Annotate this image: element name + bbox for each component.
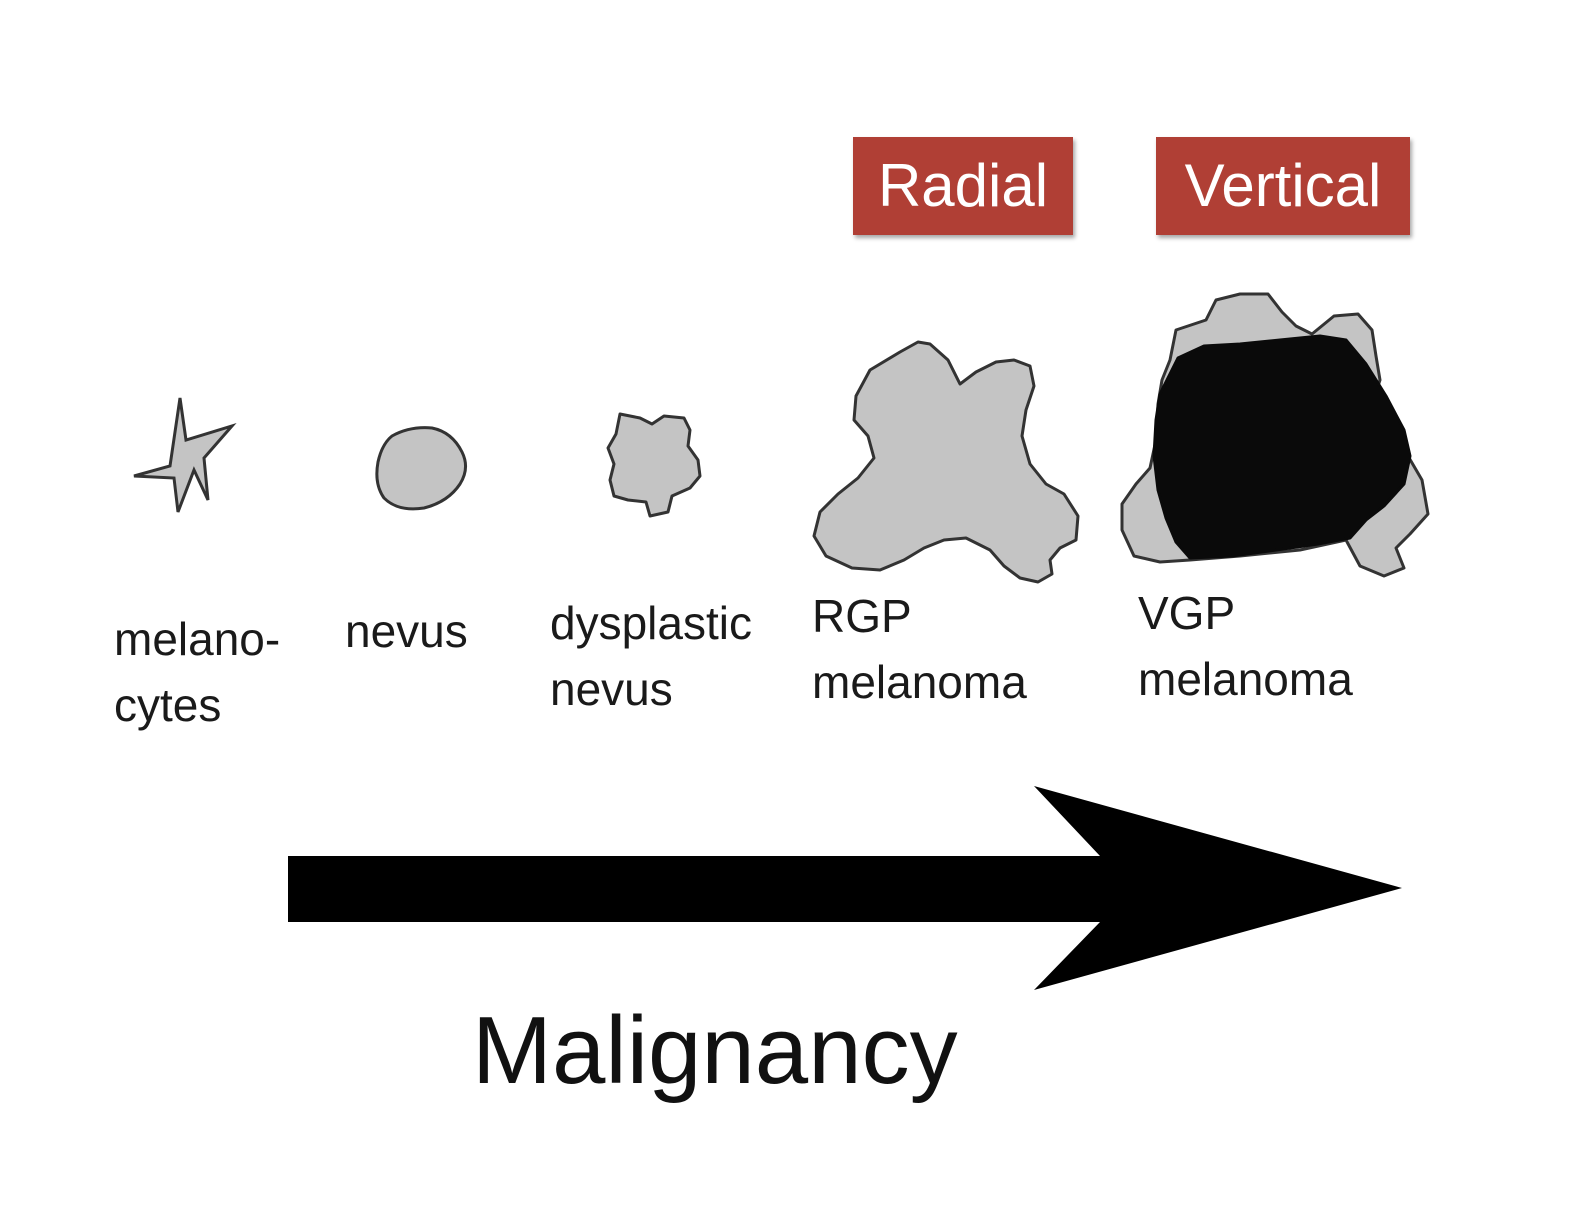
stage-label-nevus: nevus bbox=[345, 598, 468, 664]
stage-label-line: melano- bbox=[114, 613, 281, 665]
rgp-melanoma-shape bbox=[812, 340, 1080, 584]
stage-label-line: nevus bbox=[345, 605, 468, 657]
radial-growth-badge: Radial bbox=[853, 137, 1073, 235]
dysplastic-nevus-shape bbox=[606, 412, 702, 518]
stage-label-line: cytes bbox=[114, 679, 222, 731]
stage-label-line: melanoma bbox=[1138, 653, 1353, 705]
malignancy-arrow bbox=[288, 786, 1402, 990]
stage-label-vgp-melanoma: VGP melanoma bbox=[1138, 580, 1353, 712]
stage-label-melanocytes: melano- cytes bbox=[114, 606, 280, 738]
stage-label-dysplastic-nevus: dysplastic nevus bbox=[550, 590, 752, 722]
stage-label-line: RGP bbox=[812, 590, 912, 642]
vgp-melanoma-core-shape bbox=[1152, 334, 1412, 560]
stage-label-line: VGP bbox=[1138, 587, 1236, 639]
stage-label-rgp-melanoma: RGP melanoma bbox=[812, 583, 1027, 715]
melanocyte-shape bbox=[133, 397, 237, 513]
nevus-shape bbox=[375, 426, 467, 511]
stage-label-line: nevus bbox=[550, 663, 673, 715]
vertical-growth-badge: Vertical bbox=[1156, 137, 1410, 235]
stage-label-line: melanoma bbox=[812, 656, 1027, 708]
malignancy-label: Malignancy bbox=[472, 997, 958, 1104]
stage-label-line: dysplastic bbox=[550, 597, 752, 649]
